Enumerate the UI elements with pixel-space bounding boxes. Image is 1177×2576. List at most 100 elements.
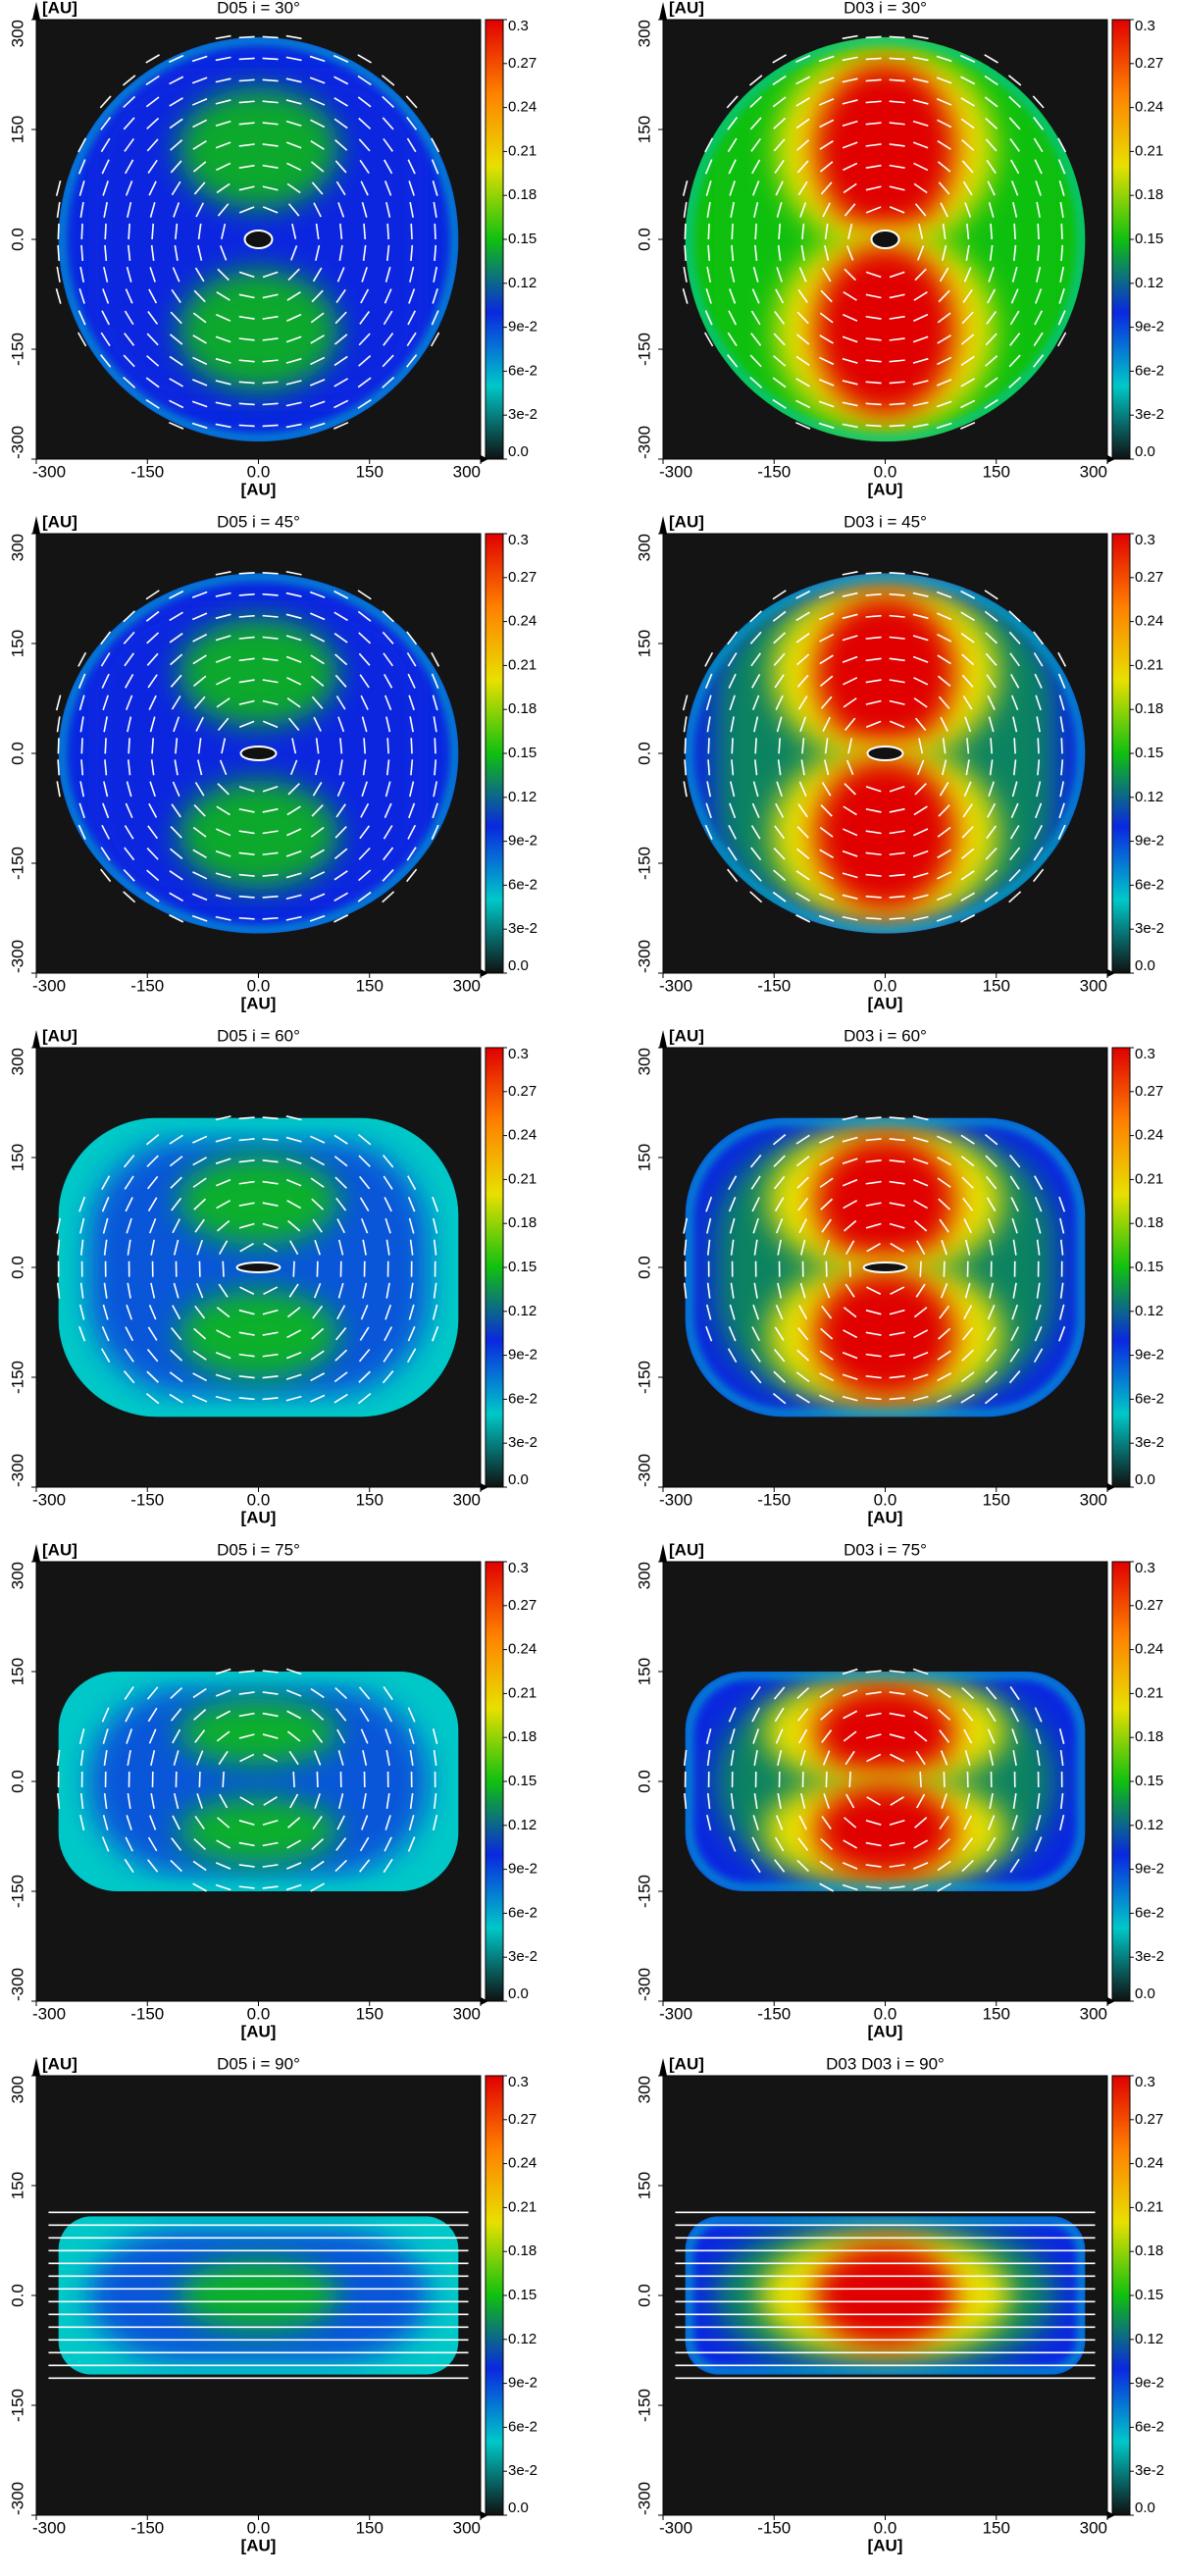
colorbar-tick-label: 0.0 <box>1135 1471 1155 1488</box>
vector <box>1061 224 1062 239</box>
vector <box>239 58 255 59</box>
colorbar <box>486 20 503 459</box>
vector <box>411 224 412 239</box>
y-axis-label: [AU] <box>42 0 77 17</box>
colorbar-tick-label: 6e-2 <box>1135 2418 1164 2435</box>
y-axis-label: [AU] <box>669 1026 704 1045</box>
colorbar-tick-label: 0.12 <box>1135 2331 1163 2347</box>
colorbar-tick-label: 0.27 <box>1135 1597 1163 1614</box>
vector <box>105 738 106 753</box>
x-tick-label: 0.0 <box>247 2518 271 2537</box>
x-tick-label: 150 <box>983 2518 1010 2537</box>
y-tick-label: 0.0 <box>8 228 26 251</box>
x-tick-label: -300 <box>32 462 66 481</box>
colorbar-tick-label: 0.0 <box>508 2499 529 2516</box>
y-tick-label: 0.0 <box>635 1256 653 1279</box>
colorbar-tick-label: 0.21 <box>1135 2198 1163 2215</box>
colorbar-tick-label: 9e-2 <box>1135 319 1164 335</box>
colorbar-tick-label: 0.24 <box>508 2155 537 2172</box>
colorbar-tick-label: 0.3 <box>508 18 529 34</box>
y-tick-label: -300 <box>8 2482 26 2515</box>
lobe <box>179 270 338 391</box>
x-tick-label: -150 <box>757 462 791 481</box>
x-tick-label: -300 <box>32 976 66 995</box>
y-axis-label: [AU] <box>42 2054 77 2073</box>
y-axis-label: [AU] <box>42 1026 77 1045</box>
x-tick-label: 300 <box>453 1490 481 1509</box>
colorbar-tick-label: 3e-2 <box>508 1434 537 1451</box>
vector <box>293 1772 294 1787</box>
colorbar-tick-label: 0.15 <box>508 1259 537 1275</box>
colorbar-tick-label: 0.15 <box>508 2287 537 2303</box>
vector <box>685 759 686 775</box>
vector <box>1038 738 1039 753</box>
panel-title: D05 i = 30° <box>217 0 300 17</box>
colorbar-tick-label: 0.3 <box>1135 1046 1155 1062</box>
x-axis-label: [AU] <box>868 994 903 1012</box>
vector <box>411 738 412 753</box>
vector <box>263 425 279 426</box>
lobe <box>815 1137 955 1262</box>
colorbar-tick-label: 0.21 <box>508 2198 537 2215</box>
vector <box>293 1262 294 1277</box>
x-tick-label: -150 <box>130 976 164 995</box>
colorbar-tick-label: 9e-2 <box>1135 833 1164 850</box>
colorbar-tick-label: 0.12 <box>508 275 537 291</box>
vector <box>708 224 709 239</box>
vector <box>890 36 905 37</box>
colorbar-tick-label: 0.27 <box>508 55 537 72</box>
colorbar-tick-label: 0.24 <box>508 613 537 630</box>
x-tick-label: 150 <box>356 2004 384 2023</box>
vector <box>317 1772 318 1787</box>
x-axis-label: [AU] <box>241 2536 277 2554</box>
colorbar-tick-label: 0.15 <box>1135 231 1163 247</box>
vector <box>866 403 882 404</box>
colorbar-tick-label: 3e-2 <box>508 2462 537 2479</box>
vector <box>128 224 129 239</box>
colorbar-tick-label: 0.15 <box>1135 745 1163 761</box>
vector <box>105 224 106 239</box>
y-tick-label: 150 <box>8 630 26 657</box>
center-hole <box>864 1262 907 1272</box>
colorbar-tick-label: 0.24 <box>1135 1641 1163 1658</box>
emission <box>686 2216 1086 2374</box>
colorbar-tick-label: 0.0 <box>508 1985 529 2002</box>
colorbar <box>486 2076 503 2515</box>
colorbar-tick-label: 0.0 <box>508 1471 529 1488</box>
x-tick-label: 0.0 <box>247 2004 271 2023</box>
lobe <box>815 596 955 747</box>
panel-title: D05 i = 90° <box>217 2054 300 2073</box>
y-axis-arrow <box>659 516 667 534</box>
colorbar-tick-label: 0.21 <box>508 1170 537 1187</box>
colorbar-tick-label: 0.24 <box>1135 613 1163 630</box>
colorbar-tick-label: 6e-2 <box>508 1390 537 1407</box>
vector <box>866 918 882 919</box>
lobe <box>815 64 955 233</box>
vector <box>81 738 82 753</box>
center-hole <box>245 231 273 248</box>
colorbar-tick-label: 0.18 <box>508 1214 537 1231</box>
colorbar-tick-label: 0.3 <box>1135 18 1155 34</box>
panel-title: D03 D03 i = 90° <box>826 2054 945 2073</box>
y-tick-label: 300 <box>8 1048 26 1075</box>
colorbar-tick-label: 0.21 <box>1135 1170 1163 1187</box>
x-tick-label: -150 <box>757 2004 791 2023</box>
y-tick-label: 300 <box>8 20 26 47</box>
x-tick-label: 150 <box>983 2004 1010 2023</box>
colorbar-tick-label: 0.0 <box>1135 443 1155 460</box>
vector <box>685 738 686 753</box>
colorbar-tick-label: 0.27 <box>508 2111 537 2128</box>
colorbar-tick-label: 6e-2 <box>1135 1390 1164 1407</box>
vector <box>387 224 388 239</box>
colorbar-tick-label: 0.12 <box>508 789 537 805</box>
y-tick-label: -300 <box>635 2482 653 2515</box>
vector <box>239 36 255 37</box>
